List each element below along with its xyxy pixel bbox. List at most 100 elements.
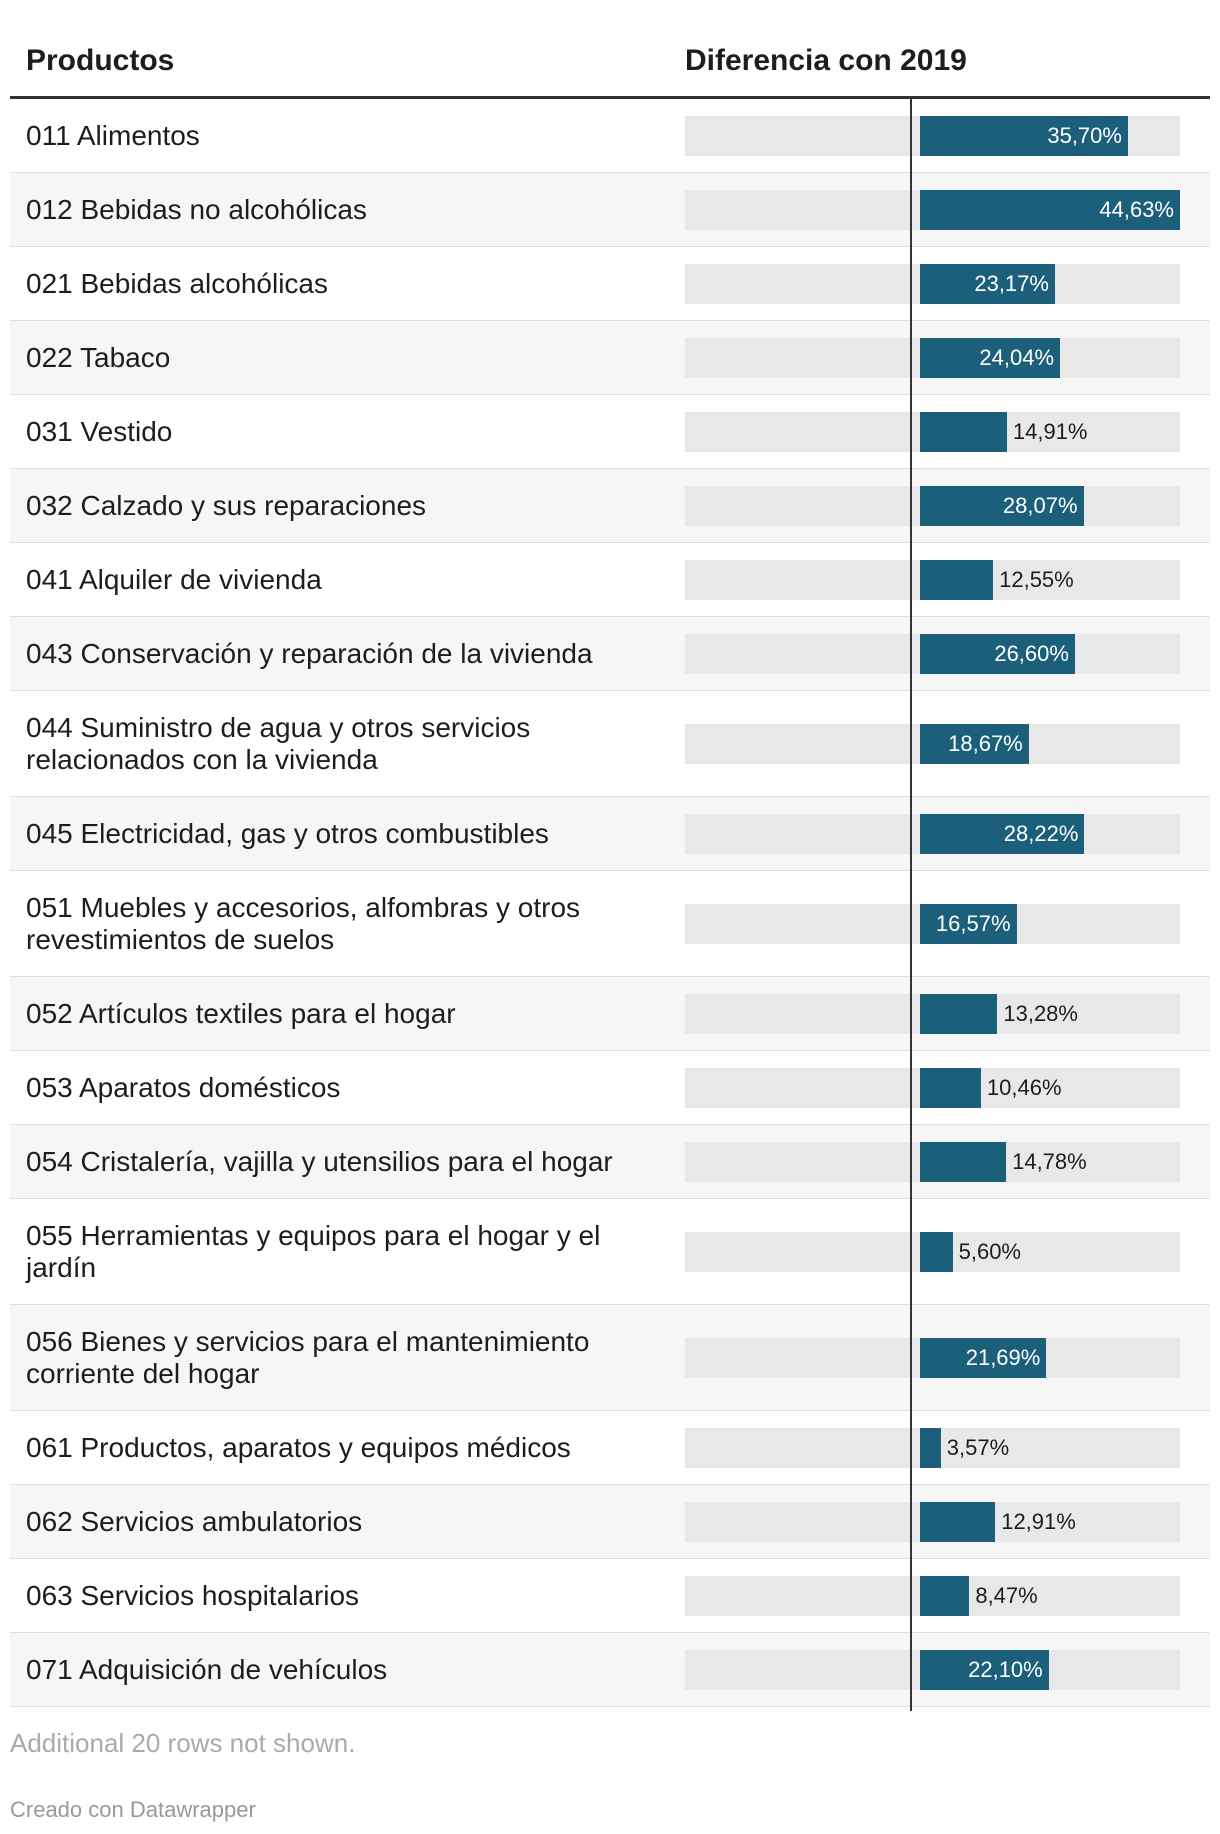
- table-row: 032 Calzado y sus reparaciones 28,07%: [10, 469, 1210, 543]
- bar[interactable]: [920, 559, 994, 600]
- data-table: Productos Diferencia con 2019 011 Alimen…: [10, 0, 1210, 1707]
- table-row: 044 Suministro de agua y otros servicios…: [10, 691, 1210, 797]
- table-body: 011 Alimentos 35,70% 012 Bebidas no alcohó…: [10, 99, 1210, 1707]
- bar-value-label: 24,04%: [979, 344, 1055, 370]
- bar-track: 26,60%: [685, 633, 1180, 674]
- bar-track: 28,07%: [685, 485, 1180, 526]
- bar[interactable]: [920, 903, 1017, 944]
- bar-track: 12,91%: [685, 1501, 1180, 1542]
- table-row: 031 Vestido 14,91%: [10, 395, 1210, 469]
- bar-value-label: 35,70%: [1047, 122, 1122, 148]
- bar-track: 3,57%: [685, 1427, 1180, 1468]
- bar-value-label: 22,10%: [968, 1656, 1043, 1682]
- row-label: 044 Suministro de agua y otros servicios…: [26, 711, 531, 775]
- bar[interactable]: [920, 993, 998, 1034]
- bar[interactable]: [920, 115, 1128, 156]
- bar-value-label: 21,69%: [965, 1344, 1041, 1370]
- row-label: 022 Tabaco: [26, 341, 171, 373]
- table-row: 062 Servicios ambulatorios 12,91%: [10, 1485, 1210, 1559]
- table-row: 063 Servicios hospitalarios 8,47%: [10, 1559, 1210, 1633]
- bar-track: 16,57%: [685, 903, 1180, 944]
- row-label: 061 Productos, aparatos y equipos médico…: [26, 1431, 571, 1463]
- table-row: 021 Bebidas alcohólicas 23,17%: [10, 247, 1210, 321]
- bar-track: 5,60%: [685, 1231, 1180, 1272]
- bar-track: 8,47%: [685, 1575, 1180, 1616]
- bar-value-label: 28,07%: [1002, 492, 1078, 518]
- table-row: 011 Alimentos 35,70%: [10, 99, 1210, 173]
- bar[interactable]: [920, 1231, 953, 1272]
- bar[interactable]: [920, 189, 1180, 230]
- bar-value-label: 5,60%: [958, 1238, 1021, 1264]
- bar-track: 28,22%: [685, 813, 1180, 854]
- table-row: 045 Electricidad, gas y otros combustibl…: [10, 797, 1210, 871]
- bar-track: 44,63%: [685, 189, 1180, 230]
- row-label: 012 Bebidas no alcohólicas: [26, 193, 367, 225]
- zero-axis-line: [910, 99, 912, 1711]
- row-label: 056 Bienes y servicios para el mantenimi…: [26, 1325, 590, 1389]
- row-label: 043 Conservación y reparación de la vivi…: [26, 637, 593, 669]
- bar-track: 24,04%: [685, 337, 1180, 378]
- bar[interactable]: [920, 723, 1029, 764]
- bar[interactable]: [920, 1067, 981, 1108]
- bar[interactable]: [920, 1501, 996, 1542]
- table-header: Productos Diferencia con 2019: [10, 0, 1210, 99]
- table-row: 055 Herramientas y equipos para el hogar…: [10, 1199, 1210, 1305]
- bar[interactable]: [920, 485, 1084, 526]
- table-row: 052 Artículos textiles para el hogar 13,2…: [10, 977, 1210, 1051]
- table-row: 053 Aparatos domésticos 10,46%: [10, 1051, 1210, 1125]
- bar-track: 12,55%: [685, 559, 1180, 600]
- table-row: 051 Muebles y accesorios, alfombras y ot…: [10, 871, 1210, 977]
- bar[interactable]: [920, 1575, 970, 1616]
- bar-track: 21,69%: [685, 1337, 1180, 1378]
- table-row: 056 Bienes y servicios para el mantenimi…: [10, 1305, 1210, 1411]
- bar-track: 23,17%: [685, 263, 1180, 304]
- bar[interactable]: [920, 633, 1075, 674]
- row-label: 011 Alimentos: [26, 119, 200, 151]
- bar-value-label: 14,78%: [1012, 1148, 1087, 1174]
- row-label: 045 Electricidad, gas y otros combustibl…: [26, 817, 549, 849]
- bar-value-label: 13,28%: [1003, 1000, 1078, 1026]
- bar[interactable]: [920, 813, 1085, 854]
- bar[interactable]: [920, 1337, 1047, 1378]
- row-label: 071 Adquisición de vehículos: [26, 1653, 388, 1685]
- bar-track: 13,28%: [685, 993, 1180, 1034]
- bar[interactable]: [920, 337, 1061, 378]
- row-label: 051 Muebles y accesorios, alfombras y ot…: [26, 891, 581, 955]
- row-label: 031 Vestido: [26, 415, 173, 447]
- bar-track: 35,70%: [685, 115, 1180, 156]
- bar[interactable]: [920, 1649, 1049, 1690]
- row-label: 063 Servicios hospitalarios: [26, 1579, 360, 1611]
- table-row: 022 Tabaco 24,04%: [10, 321, 1210, 395]
- bar-track: 14,91%: [685, 411, 1180, 452]
- table-row: 012 Bebidas no alcohólicas 44,63%: [10, 173, 1210, 247]
- datawrapper-credit[interactable]: Creado con Datawrapper: [10, 1797, 256, 1822]
- row-label: 053 Aparatos domésticos: [26, 1071, 341, 1103]
- bar-value-label: 18,67%: [948, 730, 1023, 756]
- bar-value-label: 3,57%: [946, 1434, 1010, 1460]
- bar-value-label: 28,22%: [1003, 820, 1079, 846]
- table-row: 054 Cristalería, vajilla y utensilios pa…: [10, 1125, 1210, 1199]
- row-label: 062 Servicios ambulatorios: [26, 1505, 363, 1537]
- header-products[interactable]: Productos: [26, 44, 175, 77]
- bar-track: 10,46%: [685, 1067, 1180, 1108]
- table-row: 071 Adquisición de vehículos 22,10%: [10, 1633, 1210, 1707]
- bar[interactable]: [920, 411, 1007, 452]
- bar-value-label: 44,63%: [1099, 196, 1174, 222]
- row-label: 021 Bebidas alcohólicas: [26, 267, 328, 299]
- bar-value-label: 12,91%: [1001, 1508, 1076, 1534]
- header-difference[interactable]: Diferencia con 2019: [685, 44, 967, 77]
- row-label: 052 Artículos textiles para el hogar: [26, 997, 456, 1029]
- row-label: 054 Cristalería, vajilla y utensilios pa…: [26, 1145, 613, 1177]
- table-row: 061 Productos, aparatos y equipos médico…: [10, 1411, 1210, 1485]
- bar[interactable]: [920, 263, 1055, 304]
- bar[interactable]: [920, 1141, 1007, 1182]
- hidden-rows-note: Additional 20 rows not shown.: [10, 1728, 356, 1758]
- bar-track: 18,67%: [685, 723, 1180, 764]
- bar[interactable]: [920, 1427, 941, 1468]
- bar-value-label: 10,46%: [986, 1074, 1062, 1100]
- bar-value-label: 14,91%: [1012, 418, 1088, 444]
- table-row: 041 Alquiler de vivienda 12,55%: [10, 543, 1210, 617]
- bar-value-label: 23,17%: [974, 270, 1049, 296]
- bar-value-label: 8,47%: [975, 1582, 1038, 1608]
- row-label: 032 Calzado y sus reparaciones: [26, 489, 427, 521]
